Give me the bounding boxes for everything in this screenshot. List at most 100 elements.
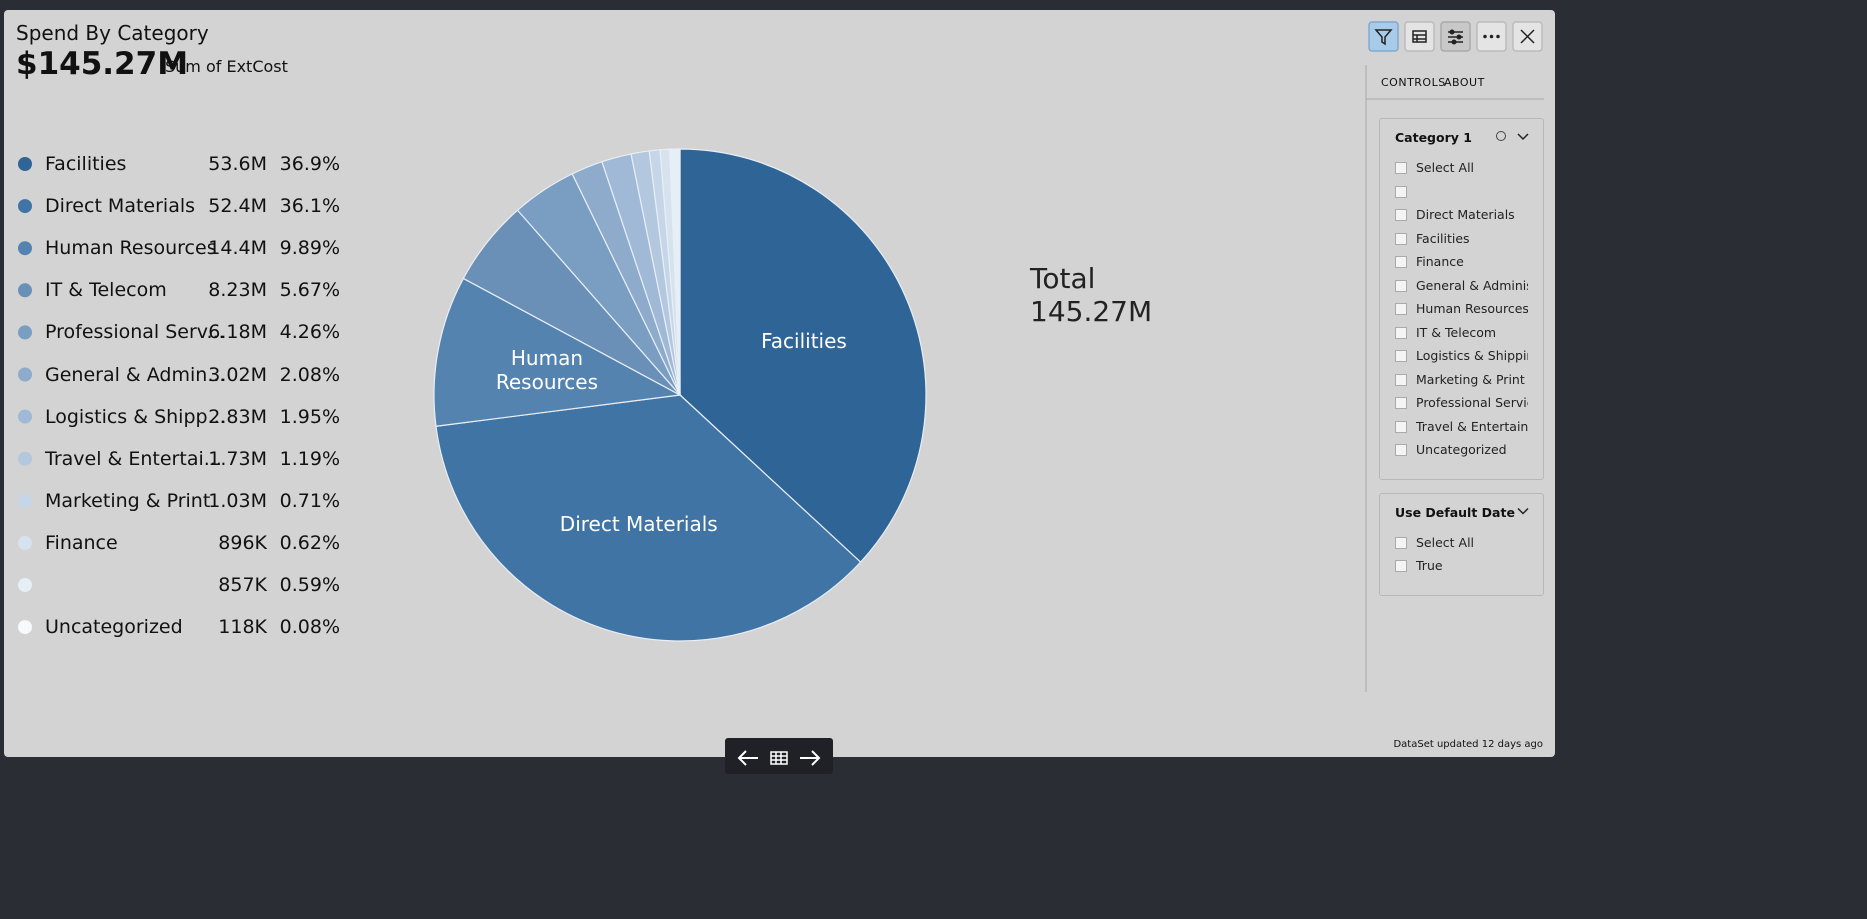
legend-percent: 1.19%	[279, 447, 340, 470]
legend-amount: 857K	[218, 574, 267, 596]
chart	[18, 21, 1544, 692]
checkbox[interactable]	[1395, 162, 1407, 174]
legend-percent: 0.71%	[279, 489, 340, 512]
checkbox[interactable]	[1395, 560, 1407, 572]
legend-name: Travel & Entertai...	[45, 447, 222, 470]
chevron[interactable]	[1517, 507, 1529, 515]
legend-dot	[18, 451, 32, 466]
filter-title: Use Default Date	[1395, 504, 1515, 520]
legend-amount: 896K	[218, 531, 267, 554]
option-label[interactable]: Human Resources	[1416, 301, 1528, 316]
legend-name: Uncategorized	[45, 616, 183, 639]
checkbox[interactable]	[1395, 326, 1407, 339]
option-label[interactable]: Professional Services...	[1416, 395, 1528, 410]
legend-dot	[18, 620, 32, 635]
total: $145.27M	[16, 46, 189, 82]
legend-percent: 0.62%	[279, 531, 340, 554]
legend-amount: 52.4M	[208, 195, 267, 218]
legend-dot	[18, 199, 32, 214]
option-label[interactable]: General & Administrati	[1416, 277, 1528, 293]
filter-button[interactable]	[1368, 21, 1399, 52]
checkbox[interactable]	[1395, 185, 1407, 198]
legend-percent: 36.9%	[279, 153, 340, 175]
legend-amount: 3.02M	[208, 363, 267, 386]
checkbox[interactable]	[1395, 373, 1407, 386]
option-label[interactable]: Uncategorized	[1416, 442, 1507, 457]
option-label[interactable]: Finance	[1416, 254, 1464, 269]
table-button[interactable]	[1404, 21, 1435, 52]
legend-percent: 1.95%	[279, 405, 340, 428]
option-label[interactable]: IT & Telecom	[1416, 324, 1497, 340]
pie-slice	[679, 148, 927, 563]
legend-dot	[18, 578, 32, 592]
option-label[interactable]: Select All	[1416, 534, 1475, 550]
measure: Sum of ExtCost	[165, 57, 288, 76]
checkbox[interactable]	[1395, 444, 1407, 456]
legend-percent: 9.89%	[279, 237, 340, 260]
checkbox[interactable]	[1395, 232, 1407, 245]
option-label[interactable]: True	[1416, 558, 1443, 573]
legend-name: Professional Serv...	[45, 321, 225, 344]
option-label[interactable]: Logistics & Shipping	[1416, 348, 1528, 363]
legend-dot	[18, 283, 32, 298]
legend-dot	[18, 325, 32, 340]
toolbar	[1368, 21, 1543, 52]
checkbox[interactable]	[1395, 256, 1407, 268]
legend-amount: 118K	[218, 616, 267, 639]
legend-name: Direct Materials	[45, 195, 196, 218]
legend-percent: 0.08%	[279, 616, 340, 639]
total-label: Total	[1030, 262, 1096, 295]
nav-bar	[725, 738, 833, 774]
pie-slice	[435, 394, 862, 642]
legend-dot	[18, 241, 32, 256]
footer: DataSet updated 12 days ago	[1393, 739, 1543, 750]
legend-percent: 2.08%	[279, 363, 340, 386]
option-label[interactable]: Marketing & Print	[1416, 371, 1525, 387]
legend-name: IT & Telecom	[45, 279, 167, 302]
checkbox[interactable]	[1395, 209, 1407, 221]
legend-dot	[18, 409, 32, 424]
pie-slice	[433, 277, 682, 427]
tab[interactable]: ABOUT	[1444, 76, 1485, 89]
chevron[interactable]	[1517, 133, 1529, 141]
checkbox[interactable]	[1395, 350, 1407, 362]
nav-grid[interactable]	[770, 751, 788, 765]
filter-box	[1379, 492, 1544, 596]
legend-name: Marketing & Print	[45, 489, 211, 512]
legend-name: Human Resources	[45, 237, 217, 260]
legend-dot	[18, 535, 32, 550]
legend-percent: 36.1%	[279, 195, 340, 218]
legend-percent: 4.26%	[279, 321, 340, 344]
modal: Spend By Category $145.27M Sum of ExtCos…	[4, 10, 1555, 757]
slice-label: Direct Materials	[559, 511, 718, 536]
checkbox[interactable]	[1395, 279, 1407, 292]
option-label[interactable]: Select All	[1416, 160, 1475, 175]
legend-amount: 14.4M	[208, 237, 267, 260]
slice-label: Human Resources	[495, 346, 599, 395]
option-label[interactable]: Travel & Entertainmen	[1416, 418, 1528, 434]
legend-amount: 53.6M	[208, 153, 267, 175]
tab[interactable]: CONTROLS	[1381, 76, 1446, 89]
legend-dot	[18, 367, 32, 382]
option-label[interactable]: Facilities	[1416, 230, 1470, 246]
legend-percent: 0.59%	[279, 574, 340, 596]
pie-slice	[678, 148, 681, 396]
search-icon	[1496, 131, 1506, 141]
legend-amount: 8.23M	[208, 279, 267, 302]
option-label[interactable]: Direct Materials	[1416, 207, 1515, 222]
legend-name: Facilities	[45, 153, 127, 175]
total-value: 145.27M	[1030, 295, 1153, 328]
filter-title: Category 1	[1395, 130, 1472, 145]
checkbox[interactable]	[1395, 397, 1407, 409]
legend-percent: 5.67%	[279, 279, 340, 302]
legend-name: Logistics & Shipp...	[45, 405, 226, 428]
slice-label: Facilities	[761, 328, 847, 353]
legend-amount: 6.18M	[208, 321, 267, 344]
checkbox[interactable]	[1395, 420, 1407, 433]
legend-name: General & Admin...	[45, 363, 226, 386]
checkbox[interactable]	[1395, 303, 1407, 315]
checkbox[interactable]	[1395, 536, 1407, 549]
filter-box	[1379, 118, 1544, 480]
nav-arrows[interactable]	[737, 750, 821, 766]
